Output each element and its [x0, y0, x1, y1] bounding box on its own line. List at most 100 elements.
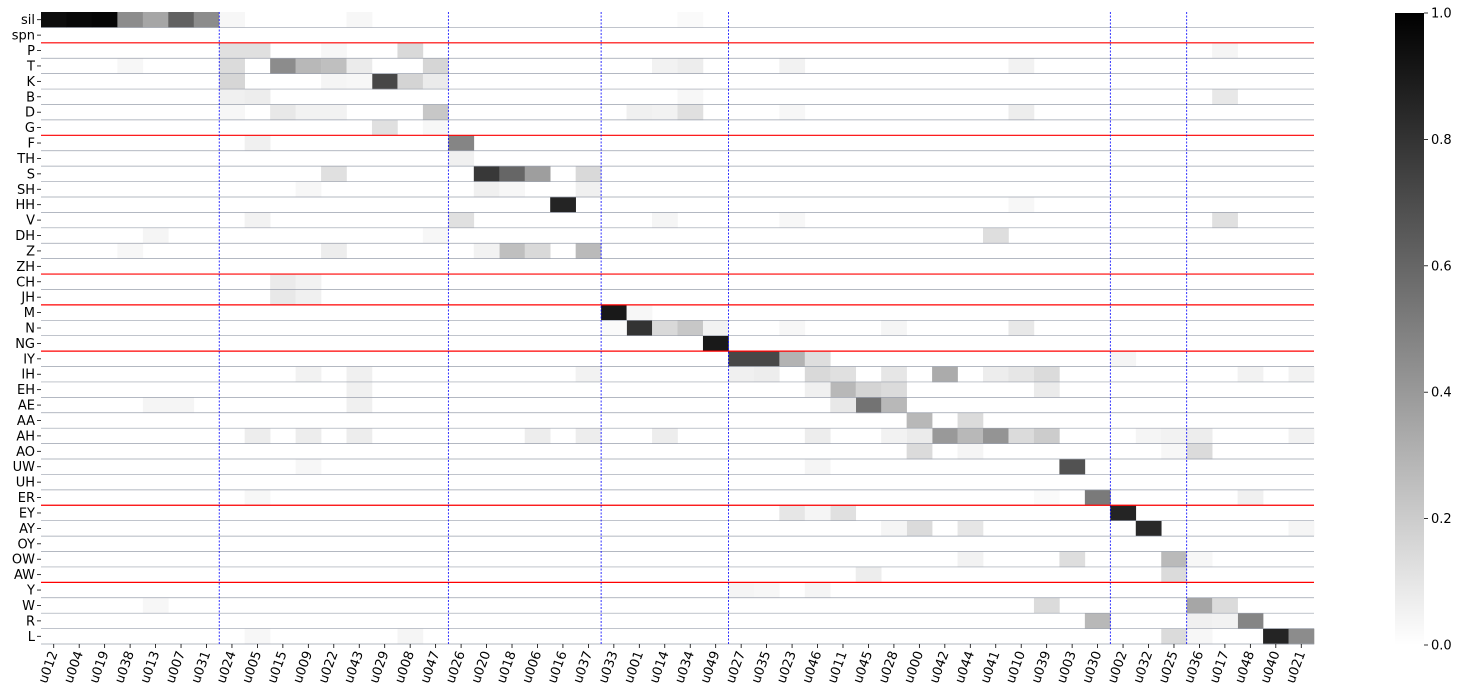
heatmap-cell	[295, 58, 322, 74]
heatmap-cell	[677, 58, 704, 74]
heatmap-cell	[1186, 428, 1213, 444]
row-gridlines	[41, 27, 1314, 645]
column-label: u017	[1207, 649, 1232, 685]
column-label: u020	[469, 649, 494, 685]
heatmap-cell	[219, 12, 245, 28]
column-label: u033	[596, 649, 621, 685]
row-label: G	[25, 121, 35, 136]
row-label: OW	[12, 553, 35, 568]
heatmap-cell	[499, 181, 526, 198]
heatmap-cell	[1008, 104, 1035, 121]
heatmap-cell	[1161, 428, 1187, 444]
heatmap-cell	[295, 459, 322, 475]
column-label: u032	[1131, 649, 1156, 685]
column-label: u030	[1080, 649, 1105, 685]
heatmap-cell	[321, 243, 347, 259]
heatmap-cell	[473, 166, 500, 182]
column-label: u019	[87, 649, 112, 685]
column-label: u006	[520, 649, 545, 685]
heatmap-cell	[321, 104, 347, 121]
row-label: DH	[15, 229, 35, 244]
heatmap-cell	[244, 135, 271, 152]
heatmap-cells	[41, 12, 1315, 645]
heatmap-cell	[346, 397, 373, 414]
heatmap-cell	[906, 428, 933, 444]
heatmap-cell	[346, 381, 373, 398]
row-label: JH	[20, 291, 35, 306]
heatmap-cell	[804, 366, 831, 383]
row-label: P	[27, 44, 35, 59]
column-label: u036	[1182, 649, 1207, 685]
heatmap-cell	[422, 58, 449, 74]
heatmap-cell	[321, 58, 347, 74]
heatmap-cell	[804, 381, 831, 398]
row-label: K	[26, 75, 35, 90]
heatmap-cell	[1186, 551, 1213, 568]
heatmap-cell	[753, 351, 780, 367]
column-label: u005	[240, 649, 265, 685]
heatmap-cell	[957, 551, 984, 568]
row-label: sil	[21, 13, 35, 28]
column-label: u038	[112, 649, 137, 685]
column-label: u048	[1233, 649, 1258, 685]
column-label: u002	[1105, 649, 1130, 685]
heatmap-cell	[346, 12, 373, 28]
row-label: UH	[16, 476, 35, 491]
colorbar-tick-label: 0.8	[1431, 133, 1452, 148]
row-label: TH	[16, 152, 35, 167]
heatmap-cell	[295, 366, 322, 383]
row-label: AH	[16, 429, 35, 444]
row-label: ZH	[16, 260, 35, 275]
heatmap-cell	[295, 104, 322, 121]
heatmap-cell	[983, 227, 1009, 244]
row-label: Z	[26, 244, 35, 259]
heatmap-cell	[804, 505, 831, 521]
heatmap-cell	[652, 320, 678, 337]
column-label: u018	[494, 649, 519, 685]
column-label: u000	[902, 649, 927, 685]
row-label: EY	[19, 506, 35, 521]
row-label: HH	[15, 198, 35, 213]
heatmap-cell	[1008, 366, 1035, 383]
column-label: u026	[443, 649, 468, 685]
heatmap-cell	[1008, 320, 1035, 337]
column-label: u034	[673, 649, 698, 685]
heatmap-cell	[1237, 613, 1264, 629]
heatmap-cell	[219, 104, 245, 121]
heatmap-cell	[295, 428, 322, 444]
heatmap-cell	[804, 351, 831, 367]
heatmap-cell	[142, 597, 169, 614]
column-label: u037	[571, 649, 596, 685]
heatmap-cell	[932, 428, 958, 444]
column-label: u043	[342, 649, 367, 685]
heatmap-cell	[1237, 366, 1264, 383]
heatmap-cell	[142, 227, 169, 244]
heatmap-cell	[193, 12, 220, 28]
heatmap-cell	[575, 166, 602, 182]
column-label: u025	[1156, 649, 1181, 685]
heatmap-cell	[524, 243, 551, 259]
heatmap-cell	[499, 243, 526, 259]
row-label: V	[26, 214, 35, 229]
column-label: u040	[1258, 649, 1283, 685]
heatmap-cell	[906, 412, 933, 429]
column-label: u012	[36, 649, 61, 685]
row-label: D	[25, 106, 35, 121]
heatmap-cell	[295, 181, 322, 198]
heatmap-cell	[1033, 489, 1060, 506]
row-label: UW	[13, 460, 36, 475]
heatmap-cell	[1008, 428, 1035, 444]
row-label: N	[25, 322, 35, 337]
heatmap-cell	[66, 12, 93, 28]
heatmap-cell	[652, 428, 678, 444]
heatmap-cell	[168, 12, 195, 28]
row-label: M	[24, 306, 35, 321]
heatmap-cell	[321, 73, 347, 90]
heatmap-cell	[524, 428, 551, 444]
heatmap-cell	[728, 582, 755, 599]
heatmap-cell	[855, 381, 882, 398]
heatmap-cell	[881, 366, 907, 383]
column-label: u003	[1054, 649, 1079, 685]
heatmap-cell	[244, 428, 271, 444]
